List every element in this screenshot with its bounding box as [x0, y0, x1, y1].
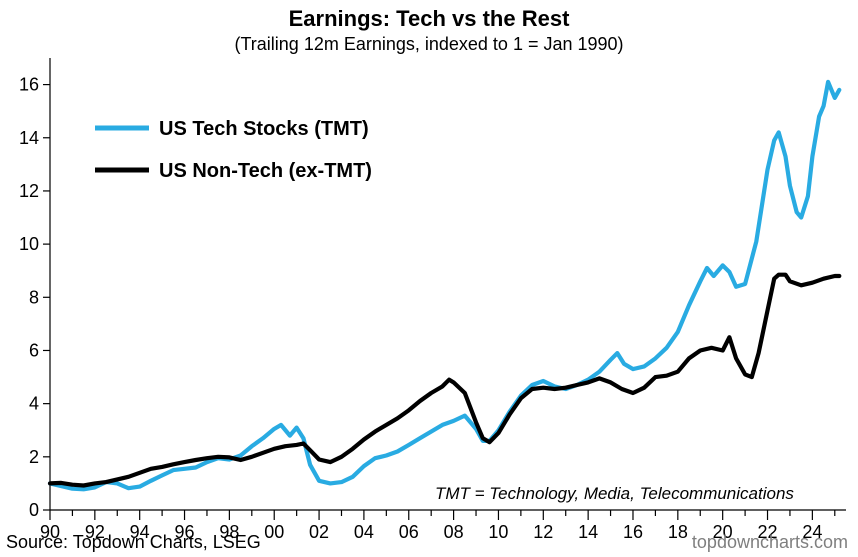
chart-attribution: topdowncharts.com [692, 532, 848, 553]
svg-text:10: 10 [488, 522, 508, 542]
chart-footnote: TMT = Technology, Media, Telecommunicati… [435, 484, 794, 504]
chart-source: Source: Topdown Charts, LSEG [6, 532, 261, 553]
svg-text:04: 04 [354, 522, 374, 542]
series-line [50, 275, 839, 486]
series-line [50, 82, 839, 489]
chart-container: Earnings: Tech vs the Rest (Trailing 12m… [0, 0, 858, 557]
svg-text:14: 14 [578, 522, 598, 542]
svg-text:06: 06 [399, 522, 419, 542]
svg-text:14: 14 [19, 128, 39, 148]
svg-text:16: 16 [19, 75, 39, 95]
svg-text:8: 8 [29, 287, 39, 307]
svg-text:16: 16 [623, 522, 643, 542]
svg-text:10: 10 [19, 234, 39, 254]
line-chart: 0246810121416909294969800020406081012141… [0, 0, 858, 557]
svg-text:2: 2 [29, 447, 39, 467]
svg-text:0: 0 [29, 500, 39, 520]
svg-text:6: 6 [29, 340, 39, 360]
svg-text:12: 12 [19, 181, 39, 201]
legend-label: US Non-Tech (ex-TMT) [159, 160, 372, 182]
svg-text:4: 4 [29, 394, 39, 414]
svg-text:18: 18 [668, 522, 688, 542]
legend-label: US Tech Stocks (TMT) [159, 118, 369, 140]
svg-text:02: 02 [309, 522, 329, 542]
svg-text:00: 00 [264, 522, 284, 542]
svg-text:08: 08 [444, 522, 464, 542]
svg-text:12: 12 [533, 522, 553, 542]
